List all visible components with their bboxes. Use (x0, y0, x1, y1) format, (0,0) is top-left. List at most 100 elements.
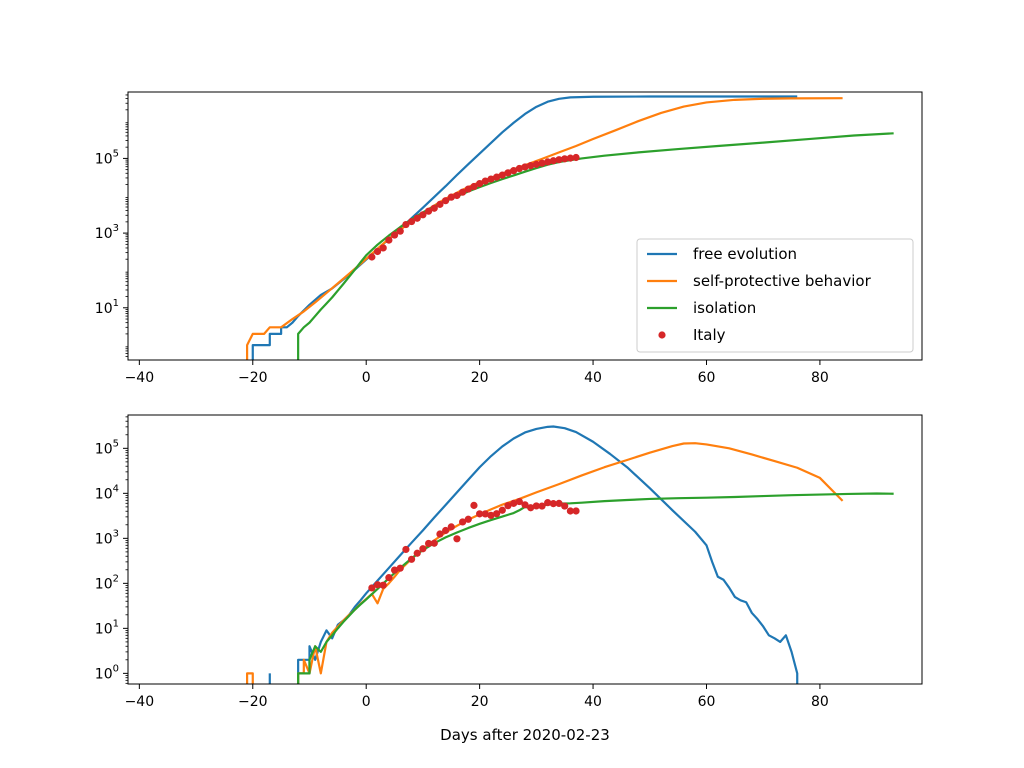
data-point-italy-34 (561, 502, 569, 510)
axes-frame (127, 91, 923, 361)
y-tick-base: 10 (95, 576, 113, 592)
data-point-italy-26 (515, 164, 523, 173)
data-point-italy-14 (447, 193, 455, 201)
legend: free evolution self-protective behavior is… (636, 238, 914, 353)
data-point-italy-18 (470, 182, 478, 191)
data-point-italy-16 (459, 518, 467, 526)
data-point-italy-16 (459, 188, 467, 196)
data-point-italy-3 (385, 236, 393, 244)
y-tick-label: 101 (95, 618, 119, 637)
data-point-italy-24 (504, 502, 512, 510)
data-point-italy-23 (498, 171, 506, 179)
plot-area (246, 425, 894, 684)
data-point-italy-33 (555, 156, 563, 164)
data-point-italy-3 (385, 574, 393, 582)
data-point-italy-1 (373, 247, 382, 256)
y-tick-label: 103 (95, 528, 119, 547)
data-point-italy-12 (436, 200, 444, 208)
data-point-italy-8 (413, 214, 421, 222)
y-tick-label: 103 (95, 223, 119, 242)
data-point-italy-20 (481, 510, 489, 518)
y-tick-label: 105 (95, 438, 119, 457)
data-point-italy-13 (442, 197, 450, 205)
x-tick-label: −20 (238, 370, 268, 386)
data-point-italy-28 (527, 162, 535, 170)
y-tick-base: 10 (95, 441, 113, 457)
data-point-italy-15 (453, 535, 461, 543)
x-tick-label: −40 (125, 694, 155, 710)
y-tick-base: 10 (95, 151, 113, 167)
y-tick-base: 10 (95, 486, 113, 502)
legend-box (636, 238, 914, 353)
y-tick-label: 102 (95, 573, 119, 592)
y-tick-base: 10 (95, 301, 113, 317)
y-tick-exponent: 0 (113, 663, 119, 674)
data-point-italy-26 (515, 497, 523, 506)
y-tick-exponent: 3 (113, 528, 119, 539)
data-point-italy-2 (379, 244, 387, 252)
data-point-italy-34 (561, 155, 569, 163)
data-point-italy-32 (549, 157, 557, 165)
y-tick-label: 101 (95, 298, 119, 317)
data-point-italy-32 (549, 500, 557, 508)
data-point-italy-0 (368, 584, 376, 592)
x-tick-label: 40 (584, 694, 602, 710)
data-point-italy-19 (476, 510, 484, 518)
y-tick-exponent: 4 (113, 483, 119, 494)
y-tick-exponent: 5 (113, 148, 119, 159)
x-tick-label: −40 (125, 370, 155, 386)
y-tick-label: 105 (95, 148, 119, 167)
legend-swatch-italy (658, 331, 666, 339)
data-point-italy-27 (521, 163, 529, 171)
data-point-italy-7 (407, 217, 416, 226)
data-point-italy-36 (572, 153, 580, 162)
data-point-italy-17 (464, 185, 472, 193)
data-point-italy-30 (538, 159, 546, 167)
x-tick-label: 0 (362, 694, 371, 710)
axes-frame (127, 414, 923, 685)
data-point-italy-23 (498, 506, 506, 514)
y-tick-base: 10 (95, 531, 113, 547)
legend-label-free-evolution: free evolution (693, 245, 797, 263)
data-point-italy-35 (566, 507, 574, 515)
data-point-italy-0 (368, 253, 376, 261)
y-tick-label: 104 (95, 483, 119, 502)
data-point-italy-2 (379, 581, 387, 589)
y-tick-exponent: 1 (113, 618, 119, 629)
y-tick-base: 10 (95, 621, 113, 637)
data-point-italy-20 (481, 177, 489, 185)
x-tick-label: 40 (584, 370, 602, 386)
x-tick-label: 80 (811, 370, 829, 386)
data-point-italy-10 (424, 207, 433, 215)
plot-area (246, 95, 894, 360)
y-tick-base: 10 (95, 666, 113, 682)
data-point-italy-18 (470, 501, 478, 509)
data-point-italy-13 (442, 526, 450, 535)
data-point-italy-29 (532, 502, 540, 510)
y-tick-exponent: 1 (113, 298, 119, 309)
y-tick-exponent: 5 (113, 438, 119, 449)
legend-label-italy: Italy (693, 326, 726, 344)
series-line-self-protective-behavior-0 (246, 672, 254, 684)
data-point-italy-21 (487, 175, 495, 183)
data-point-italy-11 (430, 539, 438, 547)
series-line-isolation-0 (297, 492, 894, 684)
y-tick-exponent: 2 (113, 573, 119, 584)
legend-label-self-protective-behavior: self-protective behavior (693, 272, 872, 290)
data-point-italy-4 (390, 566, 399, 574)
data-point-italy-33 (555, 499, 563, 507)
y-tick-exponent: 3 (113, 223, 119, 234)
data-point-italy-9 (419, 545, 427, 553)
data-point-italy-6 (402, 545, 410, 554)
data-point-italy-31 (544, 499, 552, 507)
data-point-italy-22 (493, 510, 501, 518)
data-point-italy-21 (487, 511, 495, 519)
data-point-italy-28 (527, 504, 535, 512)
data-point-italy-15 (453, 191, 461, 200)
data-point-italy-10 (424, 539, 433, 548)
data-point-italy-17 (464, 515, 472, 523)
x-tick-label: −20 (238, 694, 268, 710)
